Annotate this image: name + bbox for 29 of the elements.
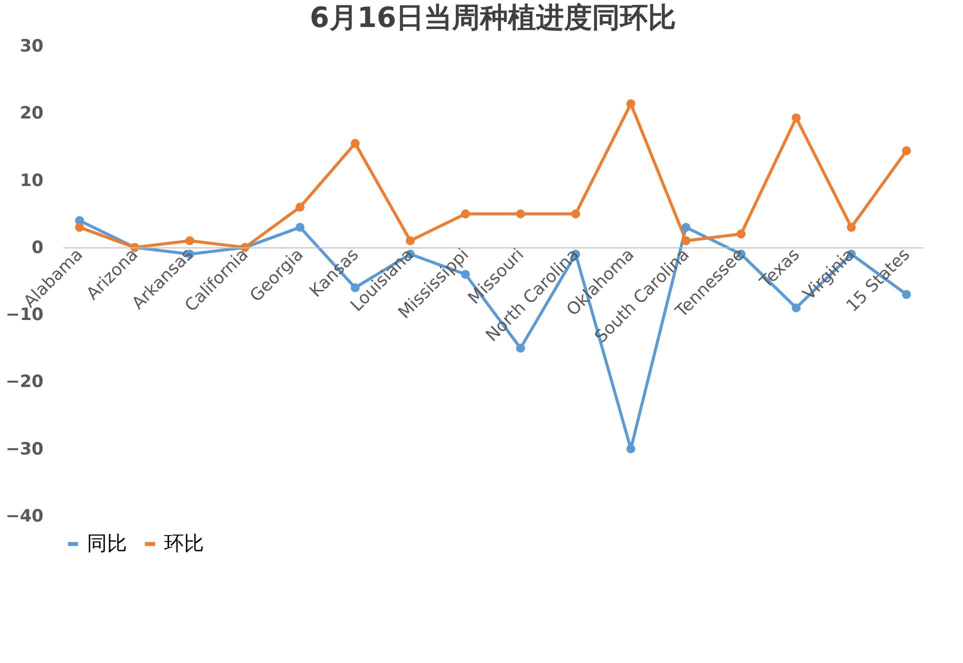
point xyxy=(626,444,636,454)
point xyxy=(406,236,415,246)
point xyxy=(626,99,636,108)
point xyxy=(75,222,84,232)
point xyxy=(185,236,194,246)
y-tick-label: 20 xyxy=(20,104,44,124)
y-tick-label: 10 xyxy=(20,170,44,191)
point xyxy=(681,222,690,232)
point xyxy=(296,222,305,232)
legend-label: 环比 xyxy=(164,531,204,555)
point xyxy=(792,303,801,312)
y-tick-label: −30 xyxy=(6,439,44,460)
point xyxy=(681,236,690,246)
point xyxy=(736,230,746,238)
point xyxy=(516,209,526,218)
point xyxy=(350,138,360,148)
point xyxy=(571,209,580,218)
point xyxy=(516,344,526,353)
y-tick-label: −40 xyxy=(6,506,44,526)
point xyxy=(296,202,305,212)
point xyxy=(846,222,856,232)
legend-label: 同比 xyxy=(87,531,127,555)
chart-title: 6月16日当周种植进度同环比 xyxy=(310,1,676,34)
point xyxy=(902,146,911,156)
y-tick-label: 0 xyxy=(32,238,44,258)
point xyxy=(792,113,801,122)
point xyxy=(460,209,470,218)
y-tick-label: −20 xyxy=(6,372,44,392)
y-tick-label: 30 xyxy=(20,36,44,56)
